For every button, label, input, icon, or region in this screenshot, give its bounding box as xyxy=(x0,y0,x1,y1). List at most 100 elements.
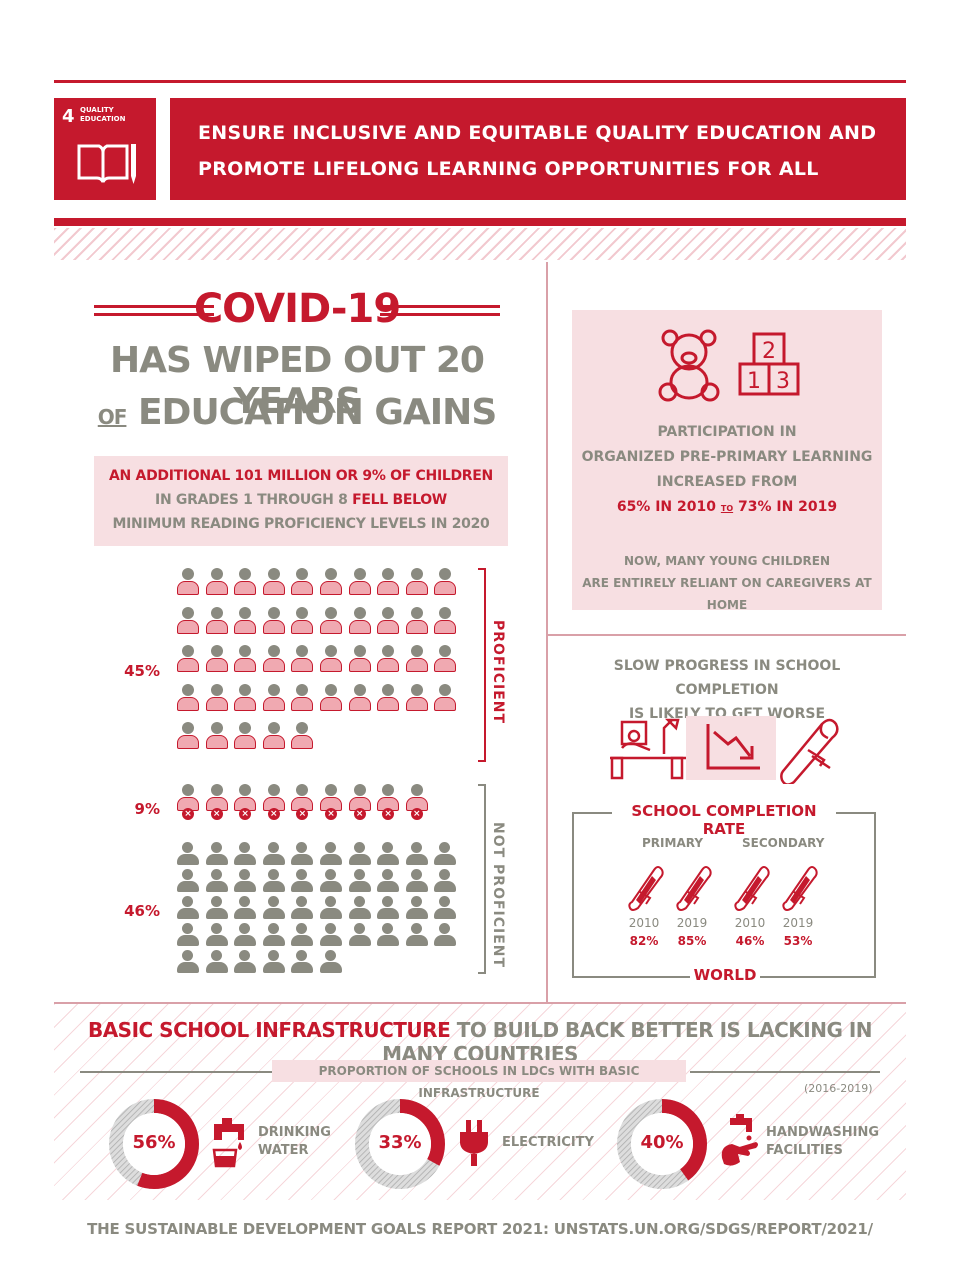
person-icon xyxy=(376,645,400,681)
covid-headline-2: OF EDUCATION GAINS xyxy=(94,392,500,433)
fail-mark-icon: × xyxy=(353,808,366,820)
not-proficient-label: NOT PROFICIENT xyxy=(490,822,506,969)
person-icon xyxy=(348,645,372,681)
fail-mark-icon: × xyxy=(296,808,309,820)
fail-mark-icon: × xyxy=(239,808,252,820)
person-icon xyxy=(205,923,229,949)
person-icon xyxy=(405,683,429,720)
person-icon xyxy=(348,568,372,604)
not-proficient-people-grid xyxy=(176,842,466,982)
person-icon xyxy=(405,568,429,604)
fail-mark-icon: × xyxy=(410,808,423,820)
person-icon xyxy=(290,950,314,976)
person-icon xyxy=(405,869,429,895)
person-icon xyxy=(290,568,314,604)
person-icon xyxy=(176,683,200,720)
pre-primary-2019: 73% IN 2019 xyxy=(738,499,838,515)
diploma-icon xyxy=(628,866,664,911)
completion-value: 85% xyxy=(677,934,707,948)
fell-below-people-grid: × × × × × × × × × xyxy=(176,784,466,830)
person-icon xyxy=(233,923,257,949)
person-icon xyxy=(319,950,343,976)
completion-value: 46% xyxy=(735,934,765,948)
infrastructure-label-line: HANDWASHING xyxy=(766,1125,880,1140)
goal-tile-label-line-2: EDUCATION xyxy=(80,115,126,123)
person-icon: × xyxy=(319,784,343,820)
fell-below-percent: 9% xyxy=(134,800,160,818)
person-icon: × xyxy=(262,784,286,820)
block-top-number: 2 xyxy=(762,339,776,364)
header-underline xyxy=(54,218,906,226)
person-icon xyxy=(405,645,429,681)
person-icon: × xyxy=(405,784,429,820)
person-icon xyxy=(290,722,314,758)
person-icon: × xyxy=(176,784,200,820)
person-icon xyxy=(233,896,257,922)
person-icon xyxy=(176,950,200,976)
person-icon xyxy=(433,896,457,922)
person-icon xyxy=(348,842,372,868)
completion-rate-box xyxy=(572,812,876,978)
infrastructure-donut xyxy=(109,1099,199,1189)
infrastructure-label-line: FACILITIES xyxy=(766,1143,843,1158)
completion-items: 2010 82% 2019 85% 2010 46% 2019 53% xyxy=(624,862,844,962)
person-icon xyxy=(433,842,457,868)
completion-item: 2010 82% xyxy=(624,862,664,948)
pre-primary-2010: 65% IN 2010 xyxy=(616,499,716,515)
person-icon xyxy=(205,722,229,758)
person-icon xyxy=(262,606,286,643)
person-icon xyxy=(319,645,343,681)
completion-value: 82% xyxy=(629,934,659,948)
diploma-icon xyxy=(734,866,770,911)
person-icon xyxy=(376,568,400,604)
title-rule-right xyxy=(380,305,500,308)
person-icon: × xyxy=(376,784,400,820)
person-icon xyxy=(176,645,200,681)
person-icon xyxy=(233,869,257,895)
not-proficient-bracket xyxy=(478,784,486,974)
person-icon xyxy=(176,722,200,758)
person-icon xyxy=(205,896,229,922)
person-icon xyxy=(319,683,343,720)
person-icon xyxy=(405,896,429,922)
infrastructure-percent: 56% xyxy=(132,1132,176,1153)
proficient-people-grid xyxy=(176,568,466,768)
person-icon xyxy=(405,606,429,643)
person-icon xyxy=(205,606,229,643)
person-icon xyxy=(290,869,314,895)
years-range: (2016-2019) xyxy=(804,1082,873,1095)
pre-primary-note-2: ARE ENTIRELY RELIANT ON CAREGIVERS AT HO… xyxy=(582,576,872,612)
person-icon xyxy=(205,950,229,976)
person-icon: × xyxy=(348,784,372,820)
subtitle-rule-left xyxy=(80,1071,272,1073)
person-icon xyxy=(233,950,257,976)
infrastructure-title-red: BASIC SCHOOL INFRASTRUCTURE xyxy=(87,1018,451,1042)
person-icon xyxy=(262,842,286,868)
goal-tile-label: QUALITY EDUCATION xyxy=(80,106,125,124)
person-icon xyxy=(348,869,372,895)
infrastructure-label: HANDWASHING FACILITIES xyxy=(766,1124,879,1160)
title-rule-left xyxy=(94,305,214,308)
person-icon xyxy=(348,896,372,922)
person-icon xyxy=(405,923,429,949)
covid-headline-of: OF xyxy=(97,405,128,429)
person-icon xyxy=(262,722,286,758)
pre-primary-to: TO xyxy=(720,504,734,513)
person-icon xyxy=(262,645,286,681)
completion-item: 2019 85% xyxy=(672,862,712,948)
reading-proficiency-callout: AN ADDITIONAL 101 MILLION OR 9% OF CHILD… xyxy=(94,456,508,546)
reading-line-2b: FELL BELOW xyxy=(352,492,447,508)
person-icon xyxy=(290,923,314,949)
completion-rate-title: SCHOOL COMPLETION RATE xyxy=(612,802,836,838)
block-left-number: 1 xyxy=(747,369,761,394)
infrastructure-subtitle: PROPORTION OF SCHOOLS IN LDCs WITH BASIC… xyxy=(272,1060,686,1100)
person-icon xyxy=(319,568,343,604)
person-icon xyxy=(376,606,400,643)
person-icon xyxy=(262,923,286,949)
world-label: WORLD xyxy=(690,966,760,984)
handwashing-icon xyxy=(721,1114,758,1166)
fail-mark-icon: × xyxy=(267,808,280,820)
person-icon xyxy=(262,568,286,604)
infrastructure-title-gray: TO BUILD BACK BETTER IS LACKING IN MANY … xyxy=(382,1018,873,1066)
person-icon xyxy=(290,683,314,720)
